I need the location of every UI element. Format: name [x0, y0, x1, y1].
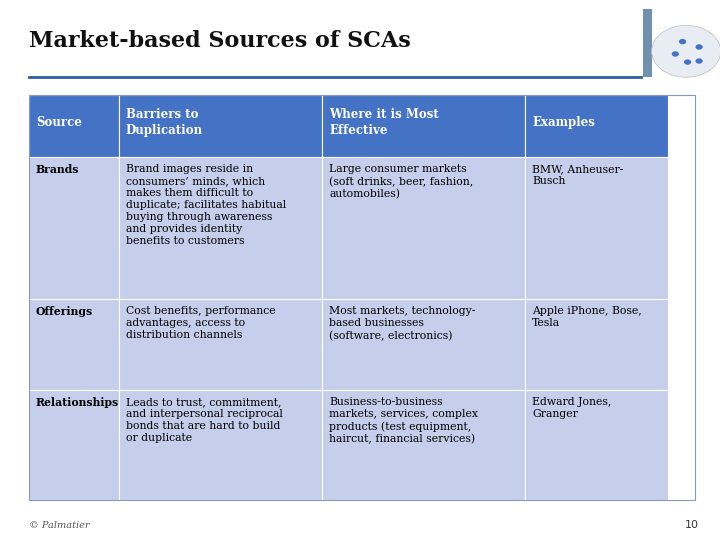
- Text: Brand images reside in
consumers’ minds, which
makes them difficult to
duplicate: Brand images reside in consumers’ minds,…: [126, 164, 286, 246]
- Text: Cost benefits, performance
advantages, access to
distribution channels: Cost benefits, performance advantages, a…: [126, 306, 276, 340]
- Text: Barriers to
Duplication: Barriers to Duplication: [126, 108, 203, 137]
- Bar: [29, 157, 119, 299]
- Bar: [29, 299, 119, 390]
- Text: Edward Jones,
Granger: Edward Jones, Granger: [532, 397, 611, 419]
- Text: Where it is Most
Effective: Where it is Most Effective: [329, 108, 438, 137]
- Bar: [643, 9, 652, 77]
- Bar: [29, 94, 695, 500]
- Text: Source: Source: [36, 116, 82, 129]
- Text: Large consumer markets
(soft drinks, beer, fashion,
automobiles): Large consumer markets (soft drinks, bee…: [329, 164, 473, 199]
- Bar: [525, 157, 668, 299]
- Bar: [322, 157, 525, 299]
- Text: Apple iPhone, Bose,
Tesla: Apple iPhone, Bose, Tesla: [532, 306, 642, 328]
- Text: Most markets, technology-
based businesses
(software, electronics): Most markets, technology- based business…: [329, 306, 475, 341]
- Circle shape: [679, 39, 686, 44]
- Circle shape: [684, 59, 691, 65]
- Bar: [119, 299, 322, 390]
- Bar: [525, 94, 668, 157]
- Circle shape: [696, 44, 703, 50]
- Bar: [119, 390, 322, 500]
- Text: © Palmatier: © Palmatier: [29, 521, 89, 530]
- Bar: [119, 157, 322, 299]
- Bar: [119, 94, 322, 157]
- Text: Offerings: Offerings: [36, 306, 94, 318]
- Bar: [322, 299, 525, 390]
- Text: Brands: Brands: [36, 164, 79, 176]
- Bar: [29, 94, 119, 157]
- Text: 10: 10: [685, 520, 698, 530]
- Text: Business-to-business
markets, services, complex
products (test equipment,
haircu: Business-to-business markets, services, …: [329, 397, 478, 444]
- Text: Examples: Examples: [532, 116, 595, 129]
- Bar: [29, 390, 119, 500]
- Circle shape: [652, 25, 720, 77]
- Bar: [322, 94, 525, 157]
- Bar: [525, 390, 668, 500]
- Text: Leads to trust, commitment,
and interpersonal reciprocal
bonds that are hard to : Leads to trust, commitment, and interper…: [126, 397, 283, 443]
- Bar: [525, 299, 668, 390]
- Circle shape: [672, 51, 679, 57]
- Text: Market-based Sources of SCAs: Market-based Sources of SCAs: [29, 30, 410, 52]
- Text: Relationships: Relationships: [36, 397, 120, 408]
- Circle shape: [696, 58, 703, 64]
- Text: BMW, Anheuser-
Busch: BMW, Anheuser- Busch: [532, 164, 624, 186]
- Bar: [322, 390, 525, 500]
